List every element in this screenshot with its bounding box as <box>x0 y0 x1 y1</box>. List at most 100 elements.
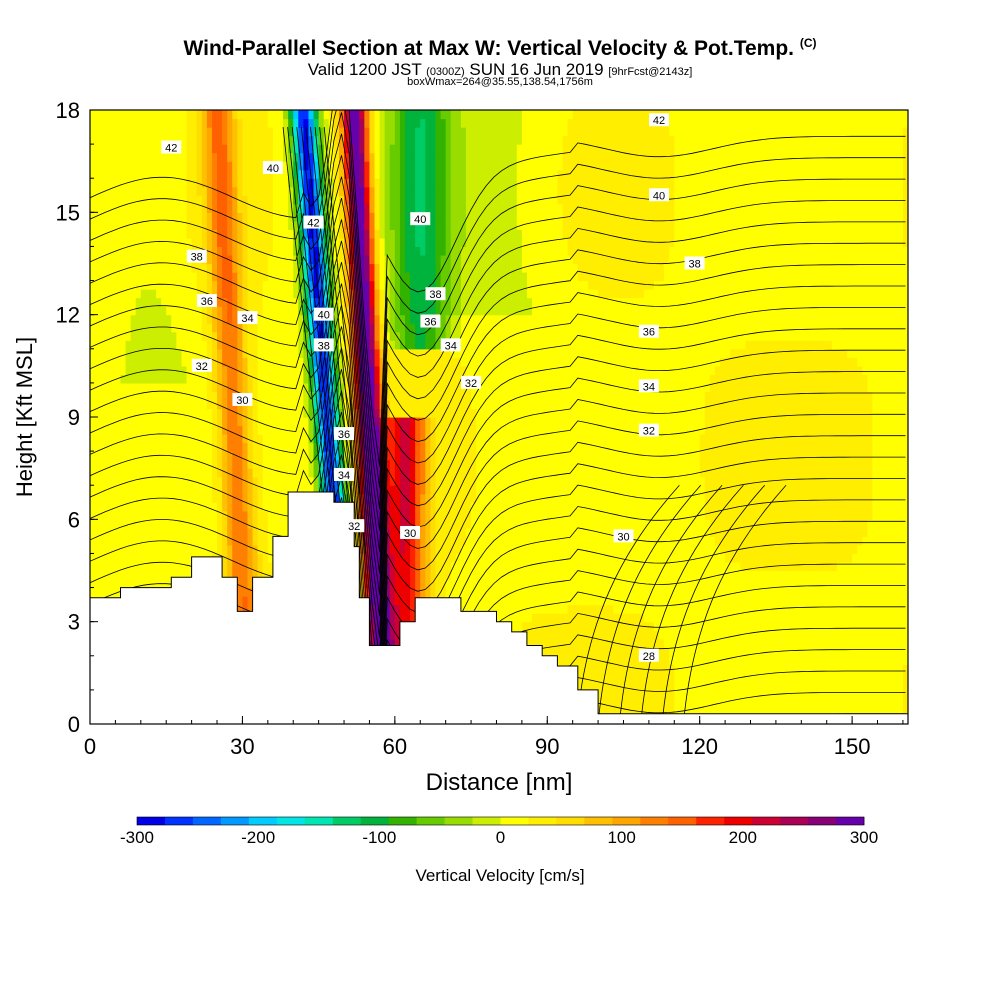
velocity-cell <box>313 289 320 299</box>
velocity-cell <box>369 348 376 358</box>
velocity-cell <box>420 357 426 367</box>
velocity-cell <box>176 544 183 555</box>
velocity-cell <box>374 110 381 120</box>
velocity-cell <box>150 510 157 520</box>
velocity-cell <box>420 570 426 580</box>
velocity-cell <box>95 340 101 350</box>
velocity-cell <box>227 237 233 248</box>
velocity-cell <box>135 237 142 248</box>
velocity-cell <box>262 408 269 418</box>
velocity-cell <box>394 425 401 435</box>
velocity-cell <box>196 536 203 546</box>
velocity-cell <box>166 203 172 213</box>
velocity-cell <box>405 425 411 435</box>
velocity-cell <box>181 399 188 410</box>
velocity-cell <box>323 118 330 128</box>
velocity-cell <box>405 417 411 427</box>
velocity-cell <box>257 493 264 503</box>
velocity-cell <box>430 348 437 358</box>
velocity-cell <box>374 280 381 290</box>
velocity-cell <box>196 144 203 154</box>
velocity-cell <box>186 306 193 316</box>
velocity-cell <box>115 127 122 137</box>
velocity-cell <box>394 220 401 230</box>
velocity-cell <box>140 544 147 555</box>
velocity-cell <box>277 348 284 358</box>
velocity-cell <box>267 510 274 520</box>
velocity-cell <box>405 186 411 196</box>
velocity-cell <box>293 331 299 341</box>
velocity-cell <box>420 323 426 333</box>
velocity-cell <box>267 468 274 478</box>
velocity-cell <box>389 144 396 154</box>
velocity-cell <box>293 459 299 469</box>
velocity-cell <box>267 476 274 486</box>
velocity-cell <box>105 178 111 188</box>
velocity-cell <box>95 161 101 171</box>
velocity-cell <box>105 399 111 410</box>
velocity-cell <box>247 186 254 196</box>
velocity-cell <box>313 468 320 478</box>
velocity-cell <box>191 135 198 145</box>
velocity-cell <box>288 127 294 137</box>
velocity-cell <box>394 144 401 154</box>
velocity-cell <box>242 553 249 563</box>
velocity-cell <box>237 280 244 290</box>
velocity-cell <box>166 510 172 520</box>
velocity-cell <box>237 579 244 589</box>
velocity-cell <box>227 272 233 282</box>
velocity-cell <box>95 451 101 461</box>
velocity-cell <box>222 229 228 239</box>
velocity-cell <box>105 374 111 384</box>
velocity-cell <box>140 203 147 213</box>
velocity-cell <box>303 135 310 145</box>
velocity-cell <box>272 408 279 418</box>
velocity-cell <box>257 348 264 358</box>
velocity-cell <box>425 434 432 444</box>
velocity-cell <box>293 442 299 452</box>
velocity-cell <box>100 476 106 486</box>
velocity-cell <box>227 340 233 350</box>
velocity-cell <box>435 434 442 444</box>
velocity-cell <box>176 519 183 529</box>
velocity-cell <box>405 468 411 478</box>
velocity-cell <box>156 272 162 282</box>
velocity-cell <box>211 399 218 410</box>
velocity-cell <box>145 502 152 512</box>
velocity-cell <box>145 289 152 299</box>
velocity-cell <box>115 519 122 529</box>
velocity-cell <box>293 485 299 495</box>
velocity-cell <box>201 451 208 461</box>
velocity-cell <box>344 161 350 171</box>
velocity-cell <box>374 229 381 239</box>
velocity-cell <box>166 212 172 222</box>
velocity-cell <box>405 203 411 213</box>
velocity-cell <box>232 152 238 162</box>
velocity-cell <box>140 348 147 358</box>
velocity-cell <box>308 110 315 120</box>
velocity-cell <box>257 314 264 324</box>
velocity-cell <box>364 553 371 563</box>
velocity-cell <box>293 280 299 290</box>
velocity-cell <box>150 135 157 145</box>
velocity-cell <box>293 186 299 196</box>
velocity-cell <box>288 169 294 179</box>
velocity-cell <box>344 152 350 162</box>
velocity-cell <box>328 382 335 393</box>
velocity-cell <box>318 365 325 375</box>
velocity-cell <box>135 544 142 555</box>
velocity-cell <box>420 561 426 572</box>
velocity-cell <box>288 442 294 452</box>
velocity-cell <box>247 195 254 205</box>
velocity-cell <box>150 178 157 188</box>
velocity-cell <box>120 306 127 316</box>
velocity-cell <box>176 399 183 410</box>
velocity-cell <box>344 382 350 393</box>
velocity-cell <box>211 272 218 282</box>
velocity-cell <box>115 280 122 290</box>
velocity-cell <box>217 220 223 230</box>
velocity-cell <box>389 476 396 486</box>
velocity-cell <box>125 169 132 179</box>
velocity-cell <box>399 135 406 145</box>
velocity-cell <box>191 485 198 495</box>
